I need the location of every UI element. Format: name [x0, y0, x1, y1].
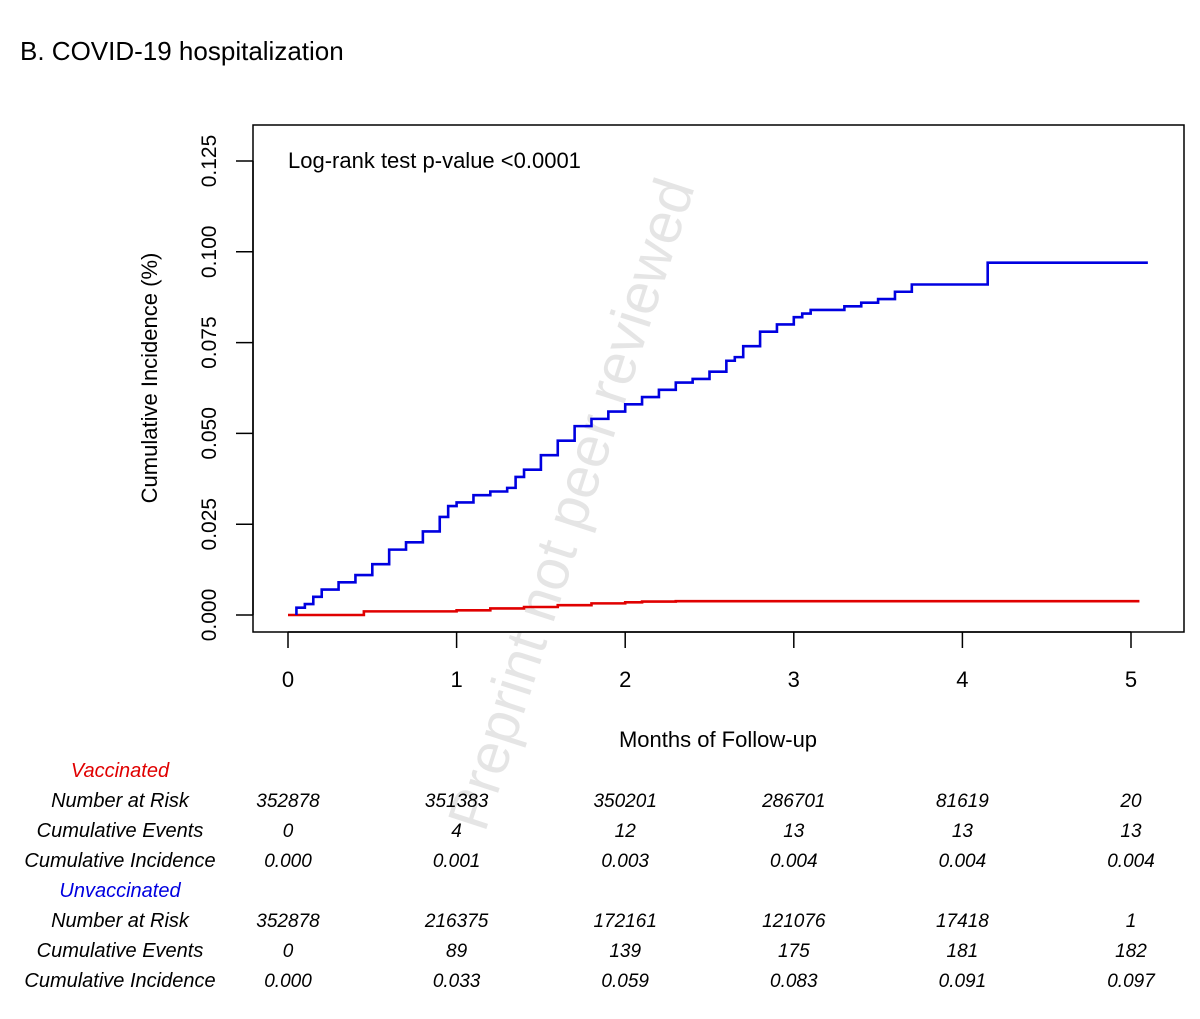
y-axis: 0.000 0.025 0.050 0.075 0.100 0.125: [198, 135, 253, 642]
risk-cell: 13: [952, 821, 974, 842]
risk-cell: 0.083: [770, 971, 818, 992]
x-axis: 0 1 2 3 4 5: [282, 632, 1137, 692]
risk-row-label: Cumulative Incidence: [24, 850, 215, 872]
x-tick-label-5: 5: [1125, 667, 1137, 692]
risk-cell: 0.000: [264, 851, 312, 872]
risk-row-label: Number at Risk: [51, 790, 190, 812]
risk-row: Cumulative Incidence 0.000 0.033 0.059 0.083…: [24, 970, 1156, 992]
x-axis-label: Months of Follow-up: [619, 727, 817, 752]
risk-cell: 0.091: [939, 971, 987, 992]
risk-cell: 0.004: [770, 851, 818, 872]
risk-cell: 182: [1115, 941, 1147, 962]
risk-cell: 0: [283, 941, 294, 962]
risk-row-label: Cumulative Events: [37, 940, 204, 962]
risk-row: Cumulative Events 0 89 139 175 181 182: [37, 940, 1148, 962]
y-tick-label-0: 0.000: [198, 589, 221, 642]
risk-cell: 0.033: [433, 971, 481, 992]
plot-frame: [253, 125, 1184, 632]
risk-cell: 1: [1126, 911, 1137, 932]
risk-cell: 0.004: [1107, 851, 1155, 872]
risk-row: Number at Risk 352878 351383 350201 286701 81…: [51, 790, 1142, 812]
panel-title: B. COVID-19 hospitalization: [20, 36, 344, 66]
risk-row: Cumulative Events 0 4 12 13 13 13: [37, 820, 1142, 842]
x-tick-label-3: 3: [788, 667, 800, 692]
x-tick-label-4: 4: [956, 667, 968, 692]
risk-row-label: Cumulative Events: [37, 820, 204, 842]
risk-cell: 17418: [936, 911, 989, 932]
risk-cell: 20: [1119, 791, 1142, 812]
risk-cell: 0: [283, 821, 294, 842]
x-tick-label-2: 2: [619, 667, 631, 692]
y-tick-label-4: 0.100: [198, 226, 221, 279]
x-tick-label-0: 0: [282, 667, 294, 692]
x-tick-label-1: 1: [450, 667, 462, 692]
risk-cell: 352878: [256, 791, 320, 812]
y-tick-label-5: 0.125: [198, 135, 221, 188]
series-line-vaccinated: [288, 601, 1139, 615]
risk-row: Cumulative Incidence 0.000 0.001 0.003 0.004…: [24, 850, 1154, 872]
series-layer: [288, 263, 1148, 615]
risk-cell: 0.001: [433, 851, 481, 872]
risk-cell: 139: [609, 941, 641, 962]
risk-cell: 172161: [593, 911, 656, 932]
risk-cell: 0.000: [264, 971, 312, 992]
risk-table: Vaccinated Number at Risk 352878 351383 3502…: [24, 760, 1156, 992]
risk-cell: 89: [446, 941, 468, 962]
risk-row-label: Number at Risk: [51, 910, 190, 932]
y-tick-label-1: 0.025: [198, 498, 221, 551]
risk-cell: 4: [451, 821, 462, 842]
y-tick-label-2: 0.050: [198, 407, 221, 460]
risk-cell: 121076: [762, 911, 826, 932]
risk-cell: 351383: [425, 791, 489, 812]
risk-cell: 0.004: [939, 851, 987, 872]
risk-cell: 0.003: [601, 851, 649, 872]
logrank-annotation: Log-rank test p-value <0.0001: [288, 148, 581, 173]
risk-cell: 350201: [593, 791, 656, 812]
risk-cell: 286701: [761, 791, 825, 812]
y-tick-label-3: 0.075: [198, 316, 221, 369]
risk-cell: 13: [1120, 821, 1142, 842]
risk-cell: 352878: [256, 911, 320, 932]
series-line-unvaccinated: [296, 263, 1147, 615]
y-axis-label: Cumulative Incidence (%): [137, 253, 162, 504]
risk-cell: 0.059: [601, 971, 649, 992]
risk-group-unvaccinated: Unvaccinated: [59, 880, 181, 902]
risk-cell: 181: [947, 941, 979, 962]
risk-cell: 13: [783, 821, 805, 842]
risk-cell: 175: [778, 941, 810, 962]
risk-cell: 12: [615, 821, 637, 842]
risk-cell: 0.097: [1107, 971, 1156, 992]
risk-cell: 216375: [424, 911, 489, 932]
risk-group-vaccinated: Vaccinated: [71, 760, 170, 782]
risk-cell: 81619: [936, 791, 989, 812]
risk-row-label: Cumulative Incidence: [24, 970, 215, 992]
risk-row: Number at Risk 352878 216375 172161 121076 17…: [51, 910, 1136, 932]
